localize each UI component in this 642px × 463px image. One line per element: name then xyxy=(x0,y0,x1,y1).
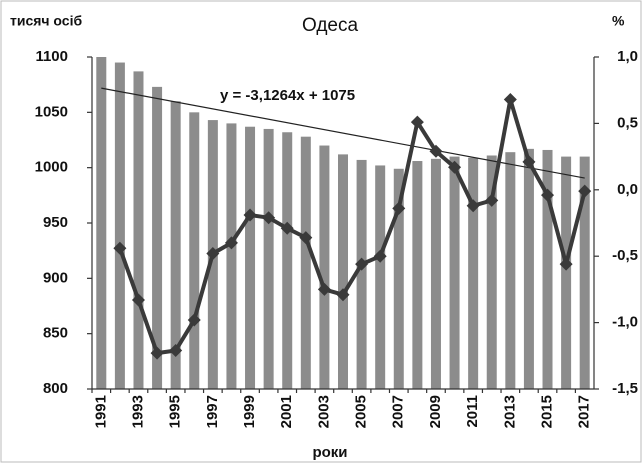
marker xyxy=(373,249,387,263)
marker xyxy=(392,201,406,215)
marker xyxy=(262,211,276,225)
marker xyxy=(169,343,183,357)
x-tick-label: 1991 xyxy=(92,395,109,428)
marker xyxy=(243,208,257,222)
y-tick-label: 850 xyxy=(43,325,68,342)
bar xyxy=(486,155,497,389)
marker xyxy=(299,231,313,245)
bar xyxy=(579,156,590,389)
bar xyxy=(170,101,181,390)
bar xyxy=(375,165,386,389)
marker xyxy=(410,115,424,129)
y2-tick-label: -1,0 xyxy=(612,314,638,331)
bar xyxy=(505,152,516,389)
y-tick-label: 1000 xyxy=(35,159,68,176)
bar xyxy=(226,123,237,390)
y2-axis-label: % xyxy=(612,13,625,29)
marker xyxy=(485,193,499,207)
x-tick-label: 2003 xyxy=(315,395,332,428)
marker xyxy=(317,282,331,296)
x-tick-label: 2005 xyxy=(353,395,370,428)
marker xyxy=(429,144,443,158)
bar xyxy=(561,156,572,389)
bar xyxy=(245,126,256,389)
chart-title: Одеса xyxy=(302,15,359,36)
x-tick-label: 1995 xyxy=(167,395,184,428)
marker xyxy=(113,241,127,255)
x-tick-label: 1993 xyxy=(129,395,146,428)
y2-tick-label: 0,0 xyxy=(617,181,638,198)
bar xyxy=(133,71,144,390)
bar xyxy=(319,145,330,389)
y-tick-label: 800 xyxy=(43,380,68,397)
y-tick-label: 950 xyxy=(43,214,68,231)
x-axis-label: роки xyxy=(312,444,347,461)
marker xyxy=(187,313,201,327)
bar xyxy=(393,168,404,389)
bar xyxy=(412,161,423,389)
x-tick-label: 2015 xyxy=(538,395,555,428)
marker xyxy=(559,257,573,271)
bar xyxy=(152,86,163,389)
marker xyxy=(578,184,592,198)
bar xyxy=(96,57,107,389)
x-tick-label: 2009 xyxy=(427,395,444,428)
bar xyxy=(338,154,348,389)
bar xyxy=(356,159,367,389)
marker xyxy=(224,236,238,250)
bar xyxy=(449,156,460,389)
marker xyxy=(503,92,517,106)
trendline-label: y = -3,1264x + 1075 xyxy=(220,87,355,104)
line xyxy=(118,97,587,356)
y-tick-label: 1100 xyxy=(35,48,68,65)
x-tick-label: 2011 xyxy=(464,395,481,428)
y-tick-label: 900 xyxy=(43,269,68,286)
marker xyxy=(448,160,462,174)
marker xyxy=(355,257,369,271)
y2-tick-label: -1,5 xyxy=(612,380,638,397)
bar xyxy=(263,128,274,389)
marker xyxy=(206,247,220,261)
y-tick-label: 1050 xyxy=(35,103,68,120)
x-tick-label: 2001 xyxy=(278,395,295,428)
bar xyxy=(523,148,534,389)
marker xyxy=(131,293,145,307)
bar xyxy=(300,136,311,389)
bar xyxy=(189,112,200,389)
bar xyxy=(430,158,441,389)
bar xyxy=(542,149,553,389)
y2-tick-label: 1,0 xyxy=(617,48,638,65)
trendline xyxy=(101,87,585,179)
x-tick-label: 1999 xyxy=(241,395,258,428)
y-axis-label: тисяч осіб xyxy=(10,13,82,29)
bar xyxy=(282,132,293,389)
x-tick-label: 1997 xyxy=(204,395,221,428)
marker xyxy=(541,188,555,202)
x-tick-label: 2013 xyxy=(501,395,518,428)
marker xyxy=(280,221,294,235)
x-tick-label: 2017 xyxy=(576,395,593,428)
marker xyxy=(150,346,164,360)
bar xyxy=(468,157,479,389)
marker xyxy=(336,288,350,302)
x-tick-label: 2007 xyxy=(390,395,407,428)
y2-tick-label: -0,5 xyxy=(612,247,638,264)
y2-tick-label: 0,5 xyxy=(617,114,638,131)
bar xyxy=(114,62,125,390)
marker xyxy=(466,199,480,213)
marker xyxy=(522,155,536,169)
